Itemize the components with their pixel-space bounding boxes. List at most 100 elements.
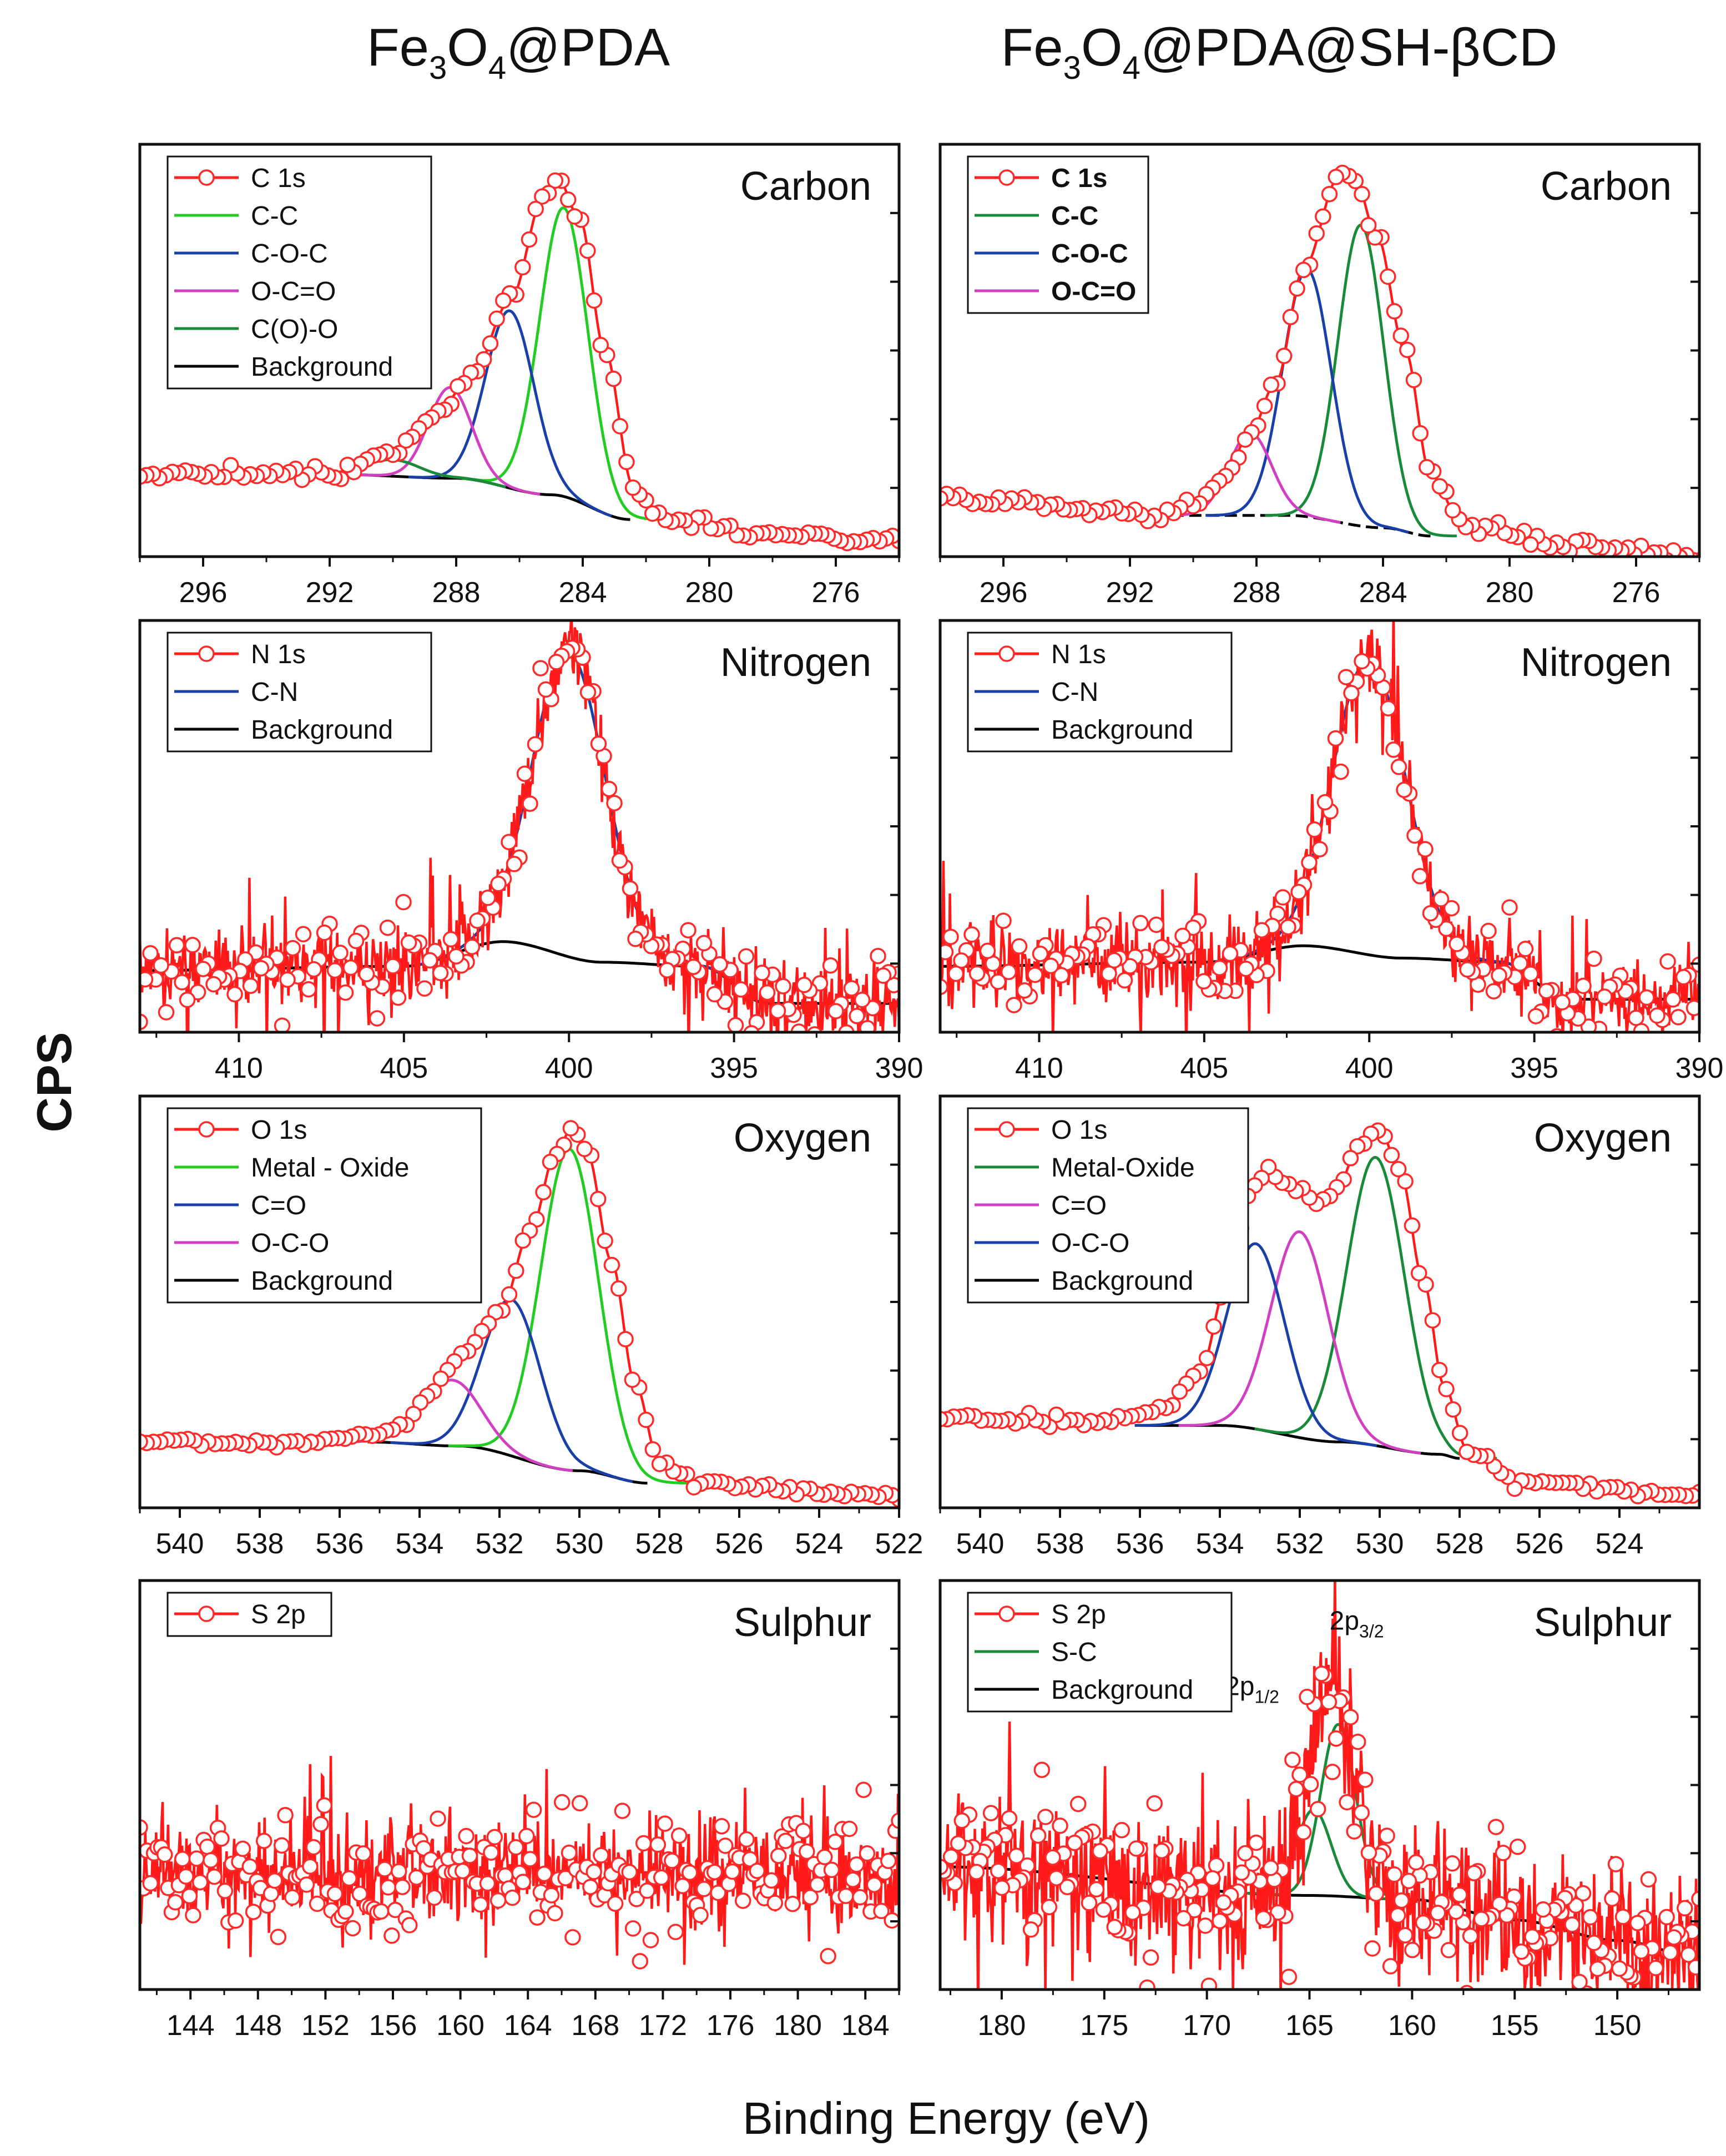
data-point [1399, 341, 1416, 359]
x-tick-label: 288 [432, 577, 481, 609]
legend-marker [198, 645, 215, 662]
data-point [430, 1810, 446, 1827]
data-point [174, 1851, 191, 1867]
data-point [582, 1879, 599, 1895]
data-point [866, 1876, 883, 1894]
x-tick-label: 164 [504, 2009, 552, 2042]
data-point [205, 976, 222, 993]
data-point [642, 1932, 659, 1948]
data-point [1048, 1406, 1065, 1423]
data-point [263, 1885, 280, 1902]
data-point [870, 947, 886, 965]
legend-label-background: Background [1051, 1675, 1193, 1705]
data-point [140, 1013, 148, 1031]
data-point [1675, 969, 1692, 986]
data-point [993, 1879, 1011, 1896]
data-point [1354, 653, 1370, 670]
data-point [400, 934, 417, 951]
data-point [463, 938, 481, 955]
data-point [442, 931, 460, 948]
data-point [816, 1849, 833, 1866]
data-point [880, 1852, 897, 1870]
data-point [1366, 229, 1384, 246]
x-tick-label: 172 [639, 2009, 687, 2042]
data-point [854, 991, 871, 1008]
data-point [1321, 185, 1338, 203]
data-point [1059, 1879, 1076, 1896]
data-point [174, 974, 190, 991]
data-point [659, 962, 675, 978]
data-point [543, 1887, 560, 1903]
plot-content [940, 1122, 1699, 1504]
data-point [1205, 1318, 1222, 1335]
data-point [1022, 1921, 1039, 1938]
data-point [284, 1889, 301, 1906]
data-point [1006, 997, 1022, 1013]
data-point [448, 948, 465, 965]
data-point [390, 1863, 407, 1880]
legend-marker [998, 1121, 1015, 1138]
data-point [332, 945, 349, 961]
data-point [1432, 891, 1450, 907]
data-point [843, 980, 860, 997]
data-point [706, 986, 723, 1003]
data-point [1582, 1909, 1599, 1926]
data-point [1633, 1943, 1650, 1960]
legend: N 1s C-N Background [166, 632, 432, 753]
data-point [1538, 982, 1555, 999]
data-point [316, 1797, 333, 1814]
data-point [525, 1801, 542, 1818]
data-point [547, 1905, 563, 1922]
data-point [432, 965, 449, 981]
data-point [1237, 1845, 1254, 1862]
data-point [1392, 327, 1409, 344]
data-point [1029, 1827, 1047, 1844]
data-point [1495, 1845, 1512, 1861]
legend-box [166, 155, 432, 390]
data-point [387, 1901, 404, 1918]
data-point [849, 1008, 865, 1024]
data-point [1185, 919, 1202, 936]
data-point [612, 418, 628, 435]
legend-box [967, 155, 1149, 314]
data-point [851, 1889, 869, 1906]
data-point [535, 1184, 552, 1201]
fit-envelope-line [140, 620, 899, 1032]
legend: O 1s Metal-Oxide C=O O-C-O Background [967, 1107, 1249, 1304]
x-tick-label: 536 [1116, 1528, 1164, 1560]
data-point [140, 1819, 148, 1836]
data-point [557, 1870, 574, 1886]
data-point [245, 1903, 262, 1920]
data-point [1364, 1940, 1381, 1957]
data-point [158, 1004, 175, 1021]
x-tick-label: 276 [812, 577, 860, 609]
data-point [1406, 827, 1423, 844]
data-point [1438, 920, 1455, 937]
data-point [1360, 1844, 1377, 1861]
data-point [579, 242, 596, 259]
data-point [624, 1920, 642, 1937]
data-point [153, 957, 169, 974]
data-point [1222, 945, 1239, 962]
data-point [532, 660, 549, 676]
legend-marker [198, 1121, 215, 1138]
data-point [685, 1479, 703, 1496]
plot-content [140, 1756, 899, 1970]
data-point [390, 989, 407, 1006]
data-point [1512, 955, 1528, 972]
x-tick-label: 168 [571, 2009, 619, 2042]
data-point [514, 1874, 532, 1890]
panel-s2p-pda: 144 148 152 156 160 164 168 172 176 180 184 Sulphur… [138, 1579, 901, 2042]
x-tick-label: 148 [234, 2009, 282, 2042]
legend: S 2p [166, 1592, 332, 1637]
data-point [1383, 1147, 1400, 1164]
data-point [1346, 1823, 1362, 1840]
data-point [1027, 966, 1043, 983]
data-point [469, 912, 486, 929]
data-point [1501, 899, 1518, 916]
data-point [1048, 1870, 1065, 1886]
data-point [710, 1884, 726, 1901]
legend-label-c-o-o: C(O)-O [251, 315, 338, 344]
x-tick-label: 184 [841, 2009, 890, 2042]
